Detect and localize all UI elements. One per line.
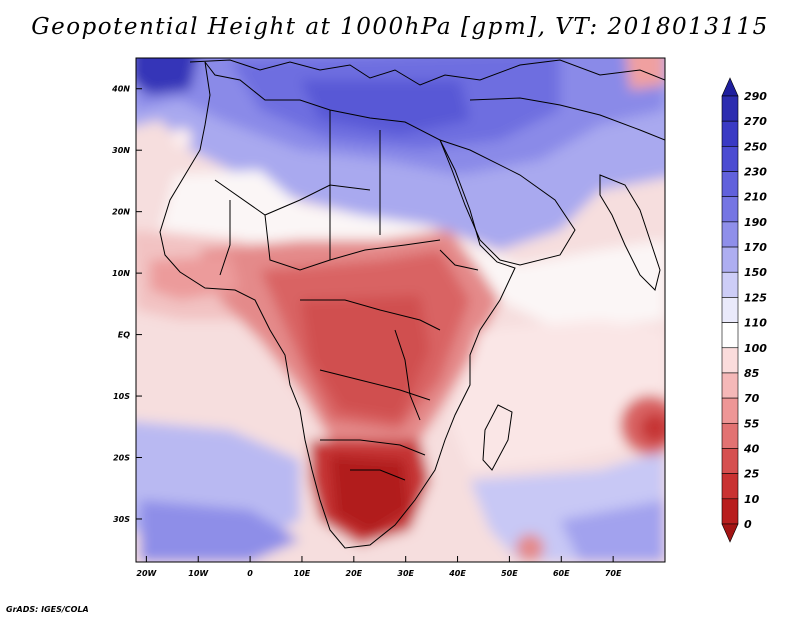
lat-tick-label: 30N <box>112 146 130 155</box>
longitude-axis: 20W 10W 0 10E 20E 30E 40E 50E 60E 70E <box>136 556 622 578</box>
colorbar-label: 100 <box>744 342 767 355</box>
map-frame <box>135 57 666 563</box>
lat-tick-label: 10N <box>112 269 130 278</box>
coastlines-and-borders <box>159 59 665 549</box>
colorbar-label: 210 <box>744 191 767 204</box>
colorbar-swatch <box>721 523 739 543</box>
lat-tick-label: EQ <box>118 331 130 340</box>
colorbar-swatch <box>721 77 739 97</box>
lon-tick-label: 0 <box>247 569 253 578</box>
colorbar-label: 55 <box>744 417 760 430</box>
colorbar-label: 40 <box>743 442 760 455</box>
colorbar-swatch <box>721 322 739 349</box>
colorbar-swatch <box>721 171 739 198</box>
colorbar-label: 25 <box>744 468 760 481</box>
colorbar-swatch <box>721 120 739 147</box>
lon-tick-label: 50E <box>501 569 518 578</box>
colorbar-swatch <box>721 271 739 298</box>
colorbar-label: 150 <box>744 266 767 279</box>
colorbar-swatch <box>721 297 739 323</box>
grads-credit: GrADS: IGES/COLA <box>6 605 89 614</box>
lat-tick-label: 20S <box>113 454 130 463</box>
colorbar-label: 85 <box>744 367 760 380</box>
colorbar-label: 125 <box>744 291 767 304</box>
colorbar-swatch <box>721 196 739 223</box>
lat-tick-label: 10S <box>113 392 130 401</box>
colorbar-swatch <box>721 448 739 474</box>
colorbar-label: 230 <box>744 166 767 179</box>
colorbar-label: 190 <box>744 216 767 229</box>
colorbar-swatch <box>721 347 739 374</box>
colorbar-swatch <box>721 221 739 248</box>
colorbar-swatch <box>721 473 739 500</box>
colorbar-swatch <box>721 246 739 273</box>
lon-tick-label: 70E <box>605 569 622 578</box>
colorbar-label: 0 <box>744 518 752 531</box>
colorbar-swatch <box>721 422 739 449</box>
colorbar: 2902702502302101901701501251101008570554… <box>721 77 767 543</box>
geopotential-field <box>136 58 665 562</box>
lon-tick-label: 60E <box>553 569 570 578</box>
lon-tick-label: 20E <box>346 569 363 578</box>
lon-tick-label: 30E <box>397 569 414 578</box>
colorbar-swatch <box>721 372 739 399</box>
lat-tick-label: 40N <box>111 85 130 94</box>
lat-tick-label: 20N <box>112 208 130 217</box>
colorbar-swatch <box>721 498 739 525</box>
lon-tick-label: 10W <box>188 569 209 578</box>
chart-title: Geopotential Height at 1000hPa [gpm], VT… <box>31 14 769 40</box>
colorbar-swatch <box>721 146 739 172</box>
colorbar-label: 70 <box>744 392 760 405</box>
lon-tick-label: 40E <box>448 569 466 578</box>
colorbar-label: 10 <box>744 493 760 506</box>
colorbar-swatch <box>721 397 739 424</box>
colorbar-swatch <box>721 95 739 122</box>
colorbar-label: 270 <box>744 115 767 128</box>
lon-tick-label: 20W <box>136 569 157 578</box>
latitude-axis: 40N 30N 20N 10N EQ 10S 20S 30S <box>111 85 142 524</box>
lon-tick-label: 10E <box>294 569 311 578</box>
colorbar-label: 170 <box>744 241 767 254</box>
colorbar-label: 290 <box>744 90 767 103</box>
colorbar-label: 250 <box>744 140 767 153</box>
colorbar-label: 110 <box>744 317 767 330</box>
lat-tick-label: 30S <box>113 515 130 524</box>
